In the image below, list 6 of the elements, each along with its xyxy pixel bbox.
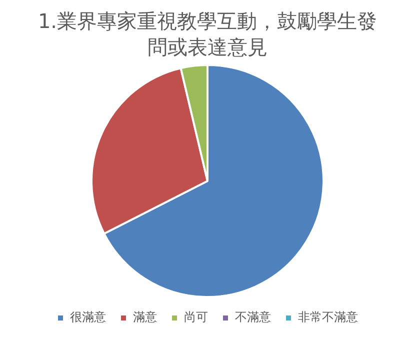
legend-label: 很滿意	[70, 310, 106, 324]
legend-label: 滿意	[133, 310, 157, 324]
legend-label: 非常不滿意	[298, 310, 358, 324]
legend-label: 尚可	[184, 310, 208, 324]
legend-label: 不滿意	[235, 310, 271, 324]
chart-title: 1.業界專家重視教學互動，鼓勵學生發問或表達意見	[38, 8, 378, 60]
